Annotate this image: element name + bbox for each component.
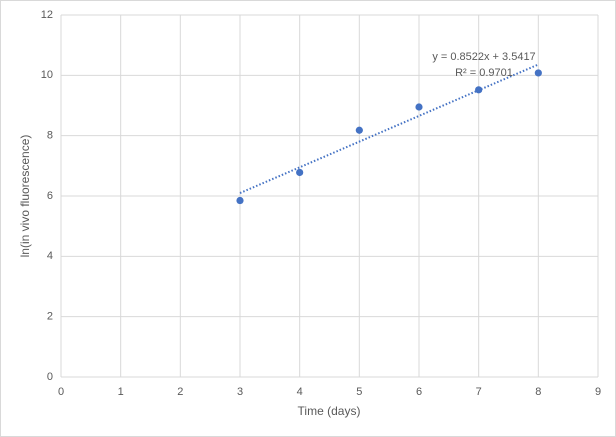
y-tick-label: 10	[41, 69, 53, 81]
y-axis-label: ln(in vivo fluorescence)	[18, 135, 32, 258]
x-tick-label: 5	[356, 386, 362, 398]
y-tick-label: 0	[47, 371, 53, 383]
data-point	[355, 126, 363, 134]
y-tick-label: 4	[47, 250, 53, 262]
x-tick-label: 6	[416, 386, 422, 398]
y-tick-label: 2	[47, 311, 53, 323]
x-tick-label: 3	[237, 386, 243, 398]
data-point	[236, 196, 244, 205]
trendline	[239, 63, 539, 194]
y-tick-label: 6	[47, 190, 53, 202]
x-tick-label: 0	[58, 386, 64, 398]
data-point	[534, 69, 542, 77]
trendline-equation: y = 0.8522x + 3.5417	[432, 51, 535, 63]
data-point	[296, 168, 304, 177]
x-axis-label: Time (days)	[298, 404, 361, 418]
x-tick-label: 1	[118, 386, 124, 398]
y-tick-label: 12	[41, 9, 53, 21]
y-tick-label: 8	[47, 130, 53, 142]
x-tick-label: 9	[595, 386, 601, 398]
trendline-r-squared: R² = 0.9701	[455, 67, 513, 79]
x-tick-label: 4	[297, 386, 303, 398]
data-point	[475, 86, 483, 94]
x-tick-label: 8	[535, 386, 541, 398]
data-point	[415, 103, 423, 111]
x-tick-label: 7	[476, 386, 482, 398]
x-tick-label: 2	[177, 386, 183, 398]
